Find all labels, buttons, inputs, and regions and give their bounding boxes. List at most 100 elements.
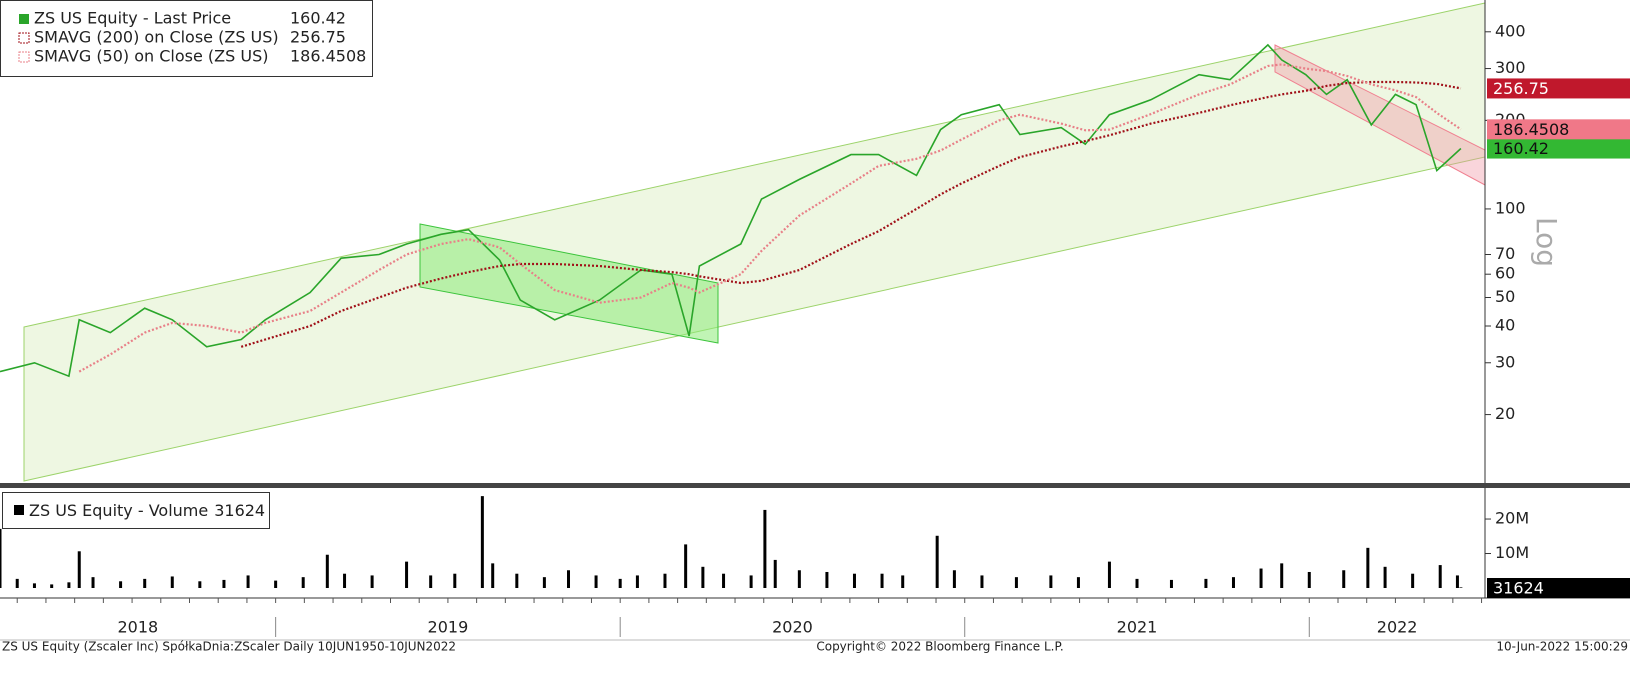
volume-bar [980, 575, 984, 588]
volume-bar [618, 578, 622, 588]
panel-divider [0, 483, 1630, 488]
legend-marker [18, 51, 30, 63]
volume-bar [1076, 577, 1080, 588]
volume-bar [763, 509, 767, 588]
legend-value: 186.4508 [290, 47, 366, 66]
value-tag [1487, 138, 1630, 159]
legend-marker [18, 32, 30, 44]
footer-center: Copyright© 2022 Bloomberg Finance L.P. [816, 640, 1063, 654]
volume-bar [1259, 568, 1263, 588]
volume-bar [663, 573, 667, 588]
volume-bar [1204, 578, 1208, 588]
x-tick-label: 2020 [772, 618, 813, 637]
plot-layer: 203040506070100200300400160.42256.75186.… [0, 21, 1630, 637]
volume-bar [1366, 547, 1370, 588]
legend-label: ZS US Equity - Volume 31624 [29, 501, 265, 520]
volume-bar [825, 571, 829, 588]
volume-bar [1438, 565, 1442, 588]
volume-bar [749, 575, 753, 588]
volume-bar [1411, 573, 1415, 588]
volume-bar [1135, 578, 1139, 588]
legend: ZS US Equity - Last Price 160.42 SMAVG (20… [14, 9, 366, 520]
series-line [78, 63, 1462, 373]
volume-bar [370, 575, 374, 588]
footer-left: ZS US Equity (Zscaler Inc) SpółkaDnia:ZS… [2, 640, 456, 654]
legend-label: SMAVG (200) on Close (ZS US) [34, 28, 279, 47]
volume-bar [429, 575, 433, 588]
volume-bar [1383, 566, 1387, 588]
volume-bar [50, 584, 54, 588]
legend-value: 160.42 [290, 9, 346, 28]
volume-bar [1049, 575, 1053, 588]
y-tick-label: 30 [1495, 352, 1515, 371]
y-tick-label: 20 [1495, 404, 1515, 423]
legend-label: SMAVG (50) on Close (ZS US) [34, 47, 268, 66]
volume-bar [935, 535, 939, 588]
volume-bar [797, 570, 801, 588]
value-tag [1487, 578, 1630, 598]
volume-bar [1280, 563, 1284, 588]
volume-bar [1455, 575, 1459, 588]
volume-bar [1307, 571, 1311, 588]
value-tag-label: 31624 [1493, 579, 1544, 598]
volume-bar [222, 579, 226, 588]
value-tag-label: 256.75 [1493, 79, 1549, 98]
legend-marker [14, 505, 24, 515]
y-tick-label: 10M [1495, 543, 1529, 562]
legend-value: 31624 [214, 501, 265, 520]
y-tick-label: 400 [1495, 21, 1526, 40]
volume-bar [491, 563, 495, 588]
legend-marker [19, 14, 29, 24]
volume-bar [773, 559, 777, 588]
volume-bar [1342, 570, 1346, 588]
volume-bar [343, 573, 347, 588]
volume-bar [542, 577, 546, 588]
y-tick-label: 70 [1495, 244, 1515, 263]
volume-bar [852, 573, 856, 588]
volume-bar [1459, 587, 1463, 588]
volume-bar [198, 581, 202, 588]
volume-bar [901, 575, 905, 588]
footer-right: 10-Jun-2022 15:00:29 [1496, 640, 1628, 654]
volume-bar [91, 577, 95, 588]
volume-bar [1231, 577, 1235, 588]
y-tick-label: 50 [1495, 287, 1515, 306]
y-tick-label: 60 [1495, 264, 1515, 283]
volume-bar [0, 528, 2, 588]
y-tick-label: 300 [1495, 58, 1526, 77]
legend-label: ZS US Equity - Last Price [34, 9, 231, 28]
x-tick-label: 2018 [117, 618, 158, 637]
volume-bar [567, 570, 571, 588]
volume-bar [1169, 579, 1173, 588]
value-tag-label: 160.42 [1493, 139, 1549, 158]
x-tick-label: 2019 [428, 618, 469, 637]
volume-bar [480, 496, 484, 588]
volume-bar [67, 582, 71, 588]
volume-bar [701, 566, 705, 588]
volume-bar [32, 583, 36, 588]
volume-bar [301, 577, 305, 588]
trend-channel [419, 223, 719, 344]
legend-box [0, 0, 373, 77]
volume-bar [274, 580, 278, 588]
volume-bar [170, 576, 174, 588]
volume-bar [635, 575, 639, 588]
y-tick-label: 20M [1495, 509, 1529, 528]
legend-name: ZS US Equity - Volume [29, 501, 208, 520]
volume-bar [453, 573, 457, 588]
volume-bar [143, 578, 147, 588]
volume-bar [515, 573, 519, 588]
volume-bar [1107, 561, 1111, 588]
series-line [240, 80, 1462, 348]
volume-bar [880, 573, 884, 588]
volume-bar [722, 573, 726, 588]
volume-bar [15, 578, 19, 588]
volume-bar [1014, 577, 1018, 588]
y-tick-label: 40 [1495, 316, 1515, 335]
series-line [0, 43, 1462, 378]
volume-bar [684, 544, 688, 588]
volume-bar [952, 570, 956, 588]
